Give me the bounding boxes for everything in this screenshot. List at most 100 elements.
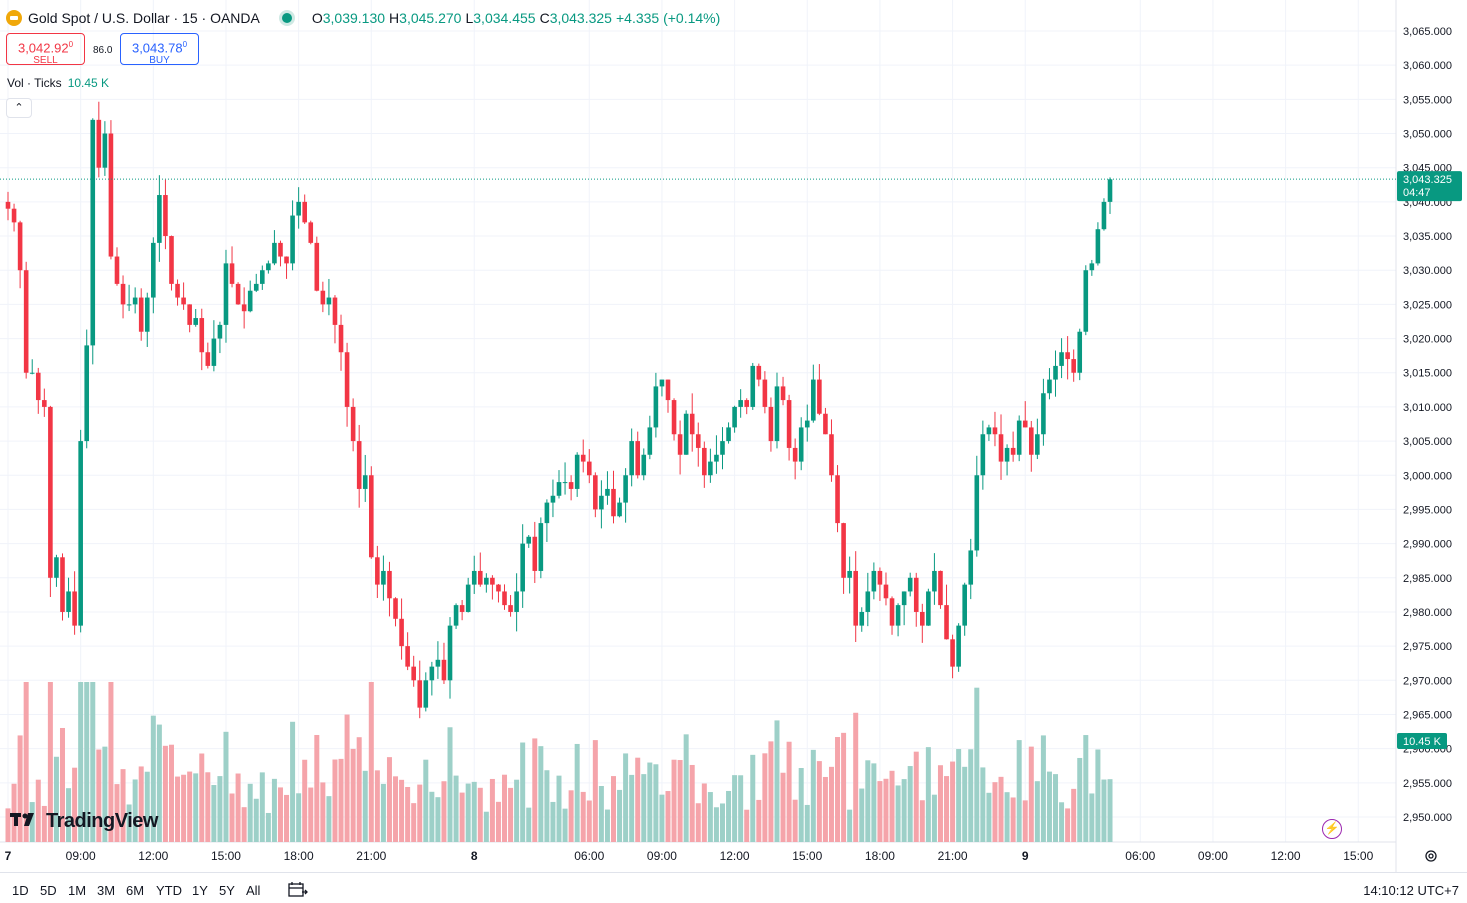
candle-up xyxy=(484,577,489,585)
gold-coin-icon xyxy=(6,10,22,26)
volume-bar xyxy=(271,778,277,842)
volume-bar xyxy=(683,734,689,842)
volume-bar xyxy=(302,759,308,842)
candle-down xyxy=(744,400,750,407)
buy-button[interactable]: 3,043.780 BUY xyxy=(120,33,199,66)
candle-down xyxy=(241,304,247,312)
volume-bar xyxy=(72,767,78,842)
candle-up xyxy=(1041,393,1046,435)
candle-down xyxy=(96,119,102,168)
gear-icon[interactable] xyxy=(1424,849,1438,868)
volume-bar xyxy=(284,794,290,842)
candle-up xyxy=(326,297,332,305)
candle-up xyxy=(556,482,562,496)
volume-bar xyxy=(786,741,792,842)
candle-down xyxy=(532,536,538,571)
candle-down xyxy=(1022,420,1028,428)
range-1m-button[interactable]: 1M xyxy=(68,883,87,898)
range-ytd-button[interactable]: YTD xyxy=(156,883,182,898)
candle-up xyxy=(907,577,913,592)
price-tick-label: 3,005.000 xyxy=(1403,436,1452,448)
volume-bar xyxy=(835,737,841,842)
candle-up xyxy=(54,557,59,578)
candle-down xyxy=(72,591,77,626)
ohlc-low-label: L xyxy=(465,10,474,26)
volume-badge-text: 10.45 K xyxy=(1403,736,1442,748)
candle-down xyxy=(308,222,314,243)
time-tick-label: 15:00 xyxy=(1343,849,1373,863)
volume-bar xyxy=(138,766,144,842)
volume-bar xyxy=(635,757,641,842)
volume-bar xyxy=(326,796,332,842)
collapse-legend-button[interactable]: ⌃ xyxy=(6,98,32,118)
candle-down xyxy=(302,201,307,223)
lightning-icon[interactable]: ⚡ xyxy=(1322,819,1342,839)
volume-legend[interactable]: Vol · Ticks 10.45 K xyxy=(7,76,109,90)
candle-down xyxy=(920,611,925,626)
volume-bar xyxy=(405,786,411,842)
candle-up xyxy=(1053,365,1058,380)
symbol-title[interactable]: Gold Spot / U.S. Dollar · 15 · OANDA xyxy=(28,10,260,26)
volume-bar xyxy=(108,682,114,842)
candle-up xyxy=(811,379,816,421)
candle-up xyxy=(151,242,156,298)
volume-bar xyxy=(417,784,423,842)
candle-down xyxy=(35,372,41,401)
price-tick-label: 3,050.000 xyxy=(1403,129,1452,141)
candle-down xyxy=(350,406,356,442)
clock-timezone[interactable]: 14:10:12 UTC+7 xyxy=(1363,883,1459,898)
candle-up xyxy=(66,591,71,612)
volume-bar xyxy=(459,792,465,842)
candle-down xyxy=(580,454,586,462)
volume-bar xyxy=(895,785,901,842)
volume-bar xyxy=(247,783,253,842)
time-tick-label: 12:00 xyxy=(1271,849,1301,863)
range-1y-button[interactable]: 1Y xyxy=(192,883,208,898)
time-tick-label: 15:00 xyxy=(211,849,241,863)
volume-bar xyxy=(362,770,368,842)
price-tick-label: 2,975.000 xyxy=(1403,641,1452,653)
volume-bar xyxy=(308,787,314,842)
calendar-range-icon[interactable] xyxy=(288,882,308,903)
candle-down xyxy=(695,434,701,448)
candle-down xyxy=(399,618,404,647)
range-5d-button[interactable]: 5D xyxy=(40,883,57,898)
volume-bar xyxy=(423,759,429,842)
candle-up xyxy=(623,475,628,503)
volume-bar xyxy=(477,787,483,842)
buy-price: 3,043.780 xyxy=(131,40,188,56)
volume-bar xyxy=(792,799,798,842)
candle-up xyxy=(986,427,992,435)
candle-up xyxy=(804,420,810,428)
range-1d-button[interactable]: 1D xyxy=(12,883,29,898)
candle-down xyxy=(635,441,641,476)
volume-bar xyxy=(986,792,992,842)
candle-down xyxy=(235,283,241,305)
range-all-button[interactable]: All xyxy=(246,883,261,898)
last-price-badge-price: 3,043.325 xyxy=(1403,174,1452,186)
volume-bar xyxy=(562,808,568,842)
candle-down xyxy=(11,208,17,223)
price-tick-label: 3,025.000 xyxy=(1403,299,1452,311)
tradingview-watermark: TradingView xyxy=(10,810,158,833)
candle-up xyxy=(980,434,986,476)
range-5y-button[interactable]: 5Y xyxy=(219,883,235,898)
volume-bar xyxy=(187,771,193,842)
volume-bar xyxy=(59,727,65,842)
candle-down xyxy=(42,400,47,407)
volume-bar xyxy=(223,731,229,842)
time-tick-label: 8 xyxy=(471,849,478,863)
volume-bar xyxy=(550,801,556,842)
volume-bar xyxy=(241,807,247,842)
range-3m-button[interactable]: 3M xyxy=(97,883,116,898)
candle-up xyxy=(629,441,634,476)
candle-up xyxy=(871,570,877,592)
range-6m-button[interactable]: 6M xyxy=(126,883,145,898)
candle-up xyxy=(1095,229,1101,264)
volume-bar xyxy=(508,787,514,842)
sell-button[interactable]: 3,042.920 SELL xyxy=(6,33,85,66)
candle-down xyxy=(823,413,828,435)
candle-down xyxy=(586,461,592,476)
volume-bar xyxy=(259,772,265,842)
